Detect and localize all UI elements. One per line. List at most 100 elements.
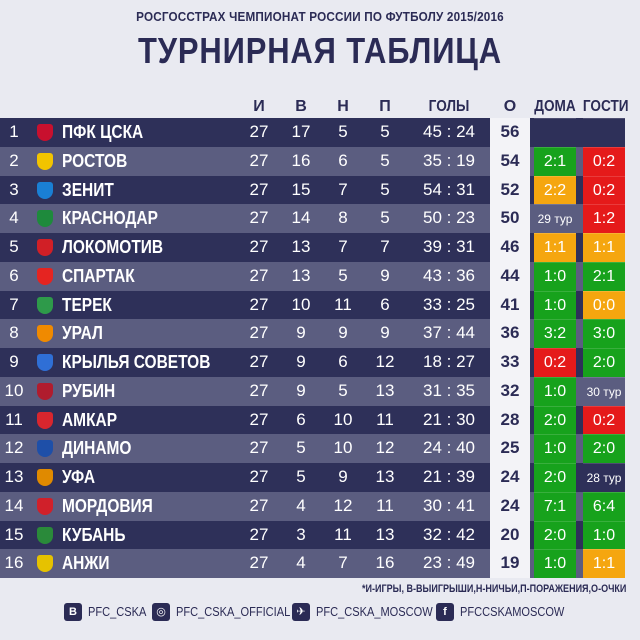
table-row: АМКАР 11 27 6 10 11 21 : 30 28 2:0 0:2	[0, 405, 625, 435]
team-crest-icon	[34, 147, 56, 176]
losses-cell: 5	[380, 179, 390, 199]
points-cell: 50	[490, 204, 530, 233]
twitter-link[interactable]: ✈ PFC_CSKA_MOSCOW	[292, 600, 453, 622]
goals-cell: 54 : 31	[423, 179, 475, 199]
draws-cell: 5	[338, 265, 348, 285]
points-cell: 25	[490, 434, 530, 463]
vk-link[interactable]: B PFC_CSKA	[64, 600, 157, 622]
games-cell: 27	[249, 524, 269, 544]
team-name: МОРДОВИЯ	[62, 495, 153, 516]
wins-cell: 17	[291, 122, 311, 141]
losses-cell: 13	[375, 524, 395, 544]
team-crest-icon	[34, 262, 56, 291]
points-cell: 52	[490, 175, 530, 205]
away-result-cell	[583, 118, 625, 147]
draws-cell: 12	[333, 495, 353, 515]
goals-cell: 23 : 49	[423, 553, 475, 573]
team-crest-icon	[34, 521, 56, 550]
instagram-link[interactable]: ◎ PFC_CSKA_OFFICIAL	[152, 600, 310, 622]
games-cell: 27	[249, 237, 269, 256]
table-row: УРАЛ 8 27 9 9 9 37 : 44 36 3:2 3:0	[0, 319, 625, 348]
goals-cell: 32 : 42	[423, 524, 475, 544]
team-crest-icon	[34, 463, 56, 492]
points-cell: 36	[490, 319, 530, 348]
points-cell: 33	[490, 348, 530, 377]
team-crest-icon	[34, 176, 56, 205]
losses-cell: 5	[380, 208, 390, 228]
points-cell: 20	[490, 520, 530, 550]
home-result-cell: 1:0	[534, 376, 576, 406]
goals-cell: 21 : 30	[423, 409, 475, 429]
team-name: ЗЕНИТ	[62, 179, 114, 200]
wins-cell: 5	[296, 438, 306, 458]
losses-cell: 9	[380, 323, 390, 343]
table-row: СПАРТАК 6 27 13 5 9 43 : 36 44 1:0 2:1	[0, 261, 625, 291]
position-cell: 3	[9, 179, 19, 199]
draws-cell: 5	[338, 122, 348, 141]
points-cell: 19	[490, 549, 530, 578]
position-cell: 5	[9, 237, 19, 256]
points-cell: 24	[490, 491, 530, 521]
wins-cell: 4	[296, 495, 306, 515]
draws-cell: 7	[338, 237, 348, 256]
team-crest-icon	[34, 377, 56, 406]
home-result-cell: 2:0	[534, 405, 576, 435]
social-footer: B PFC_CSKA ◎ PFC_CSKA_OFFICIAL ✈ PFC_CSKA_M…	[0, 600, 640, 622]
team-name: УФА	[62, 467, 96, 487]
position-cell: 6	[9, 265, 19, 285]
facebook-icon: f	[436, 602, 454, 621]
draws-cell: 7	[338, 179, 348, 199]
home-result-cell: 2:0	[534, 520, 576, 550]
wins-cell: 5	[296, 467, 306, 486]
team-crest-icon	[34, 204, 56, 233]
goals-cell: 31 : 35	[423, 380, 475, 400]
col-header-draws: Н	[337, 98, 349, 115]
away-result-cell: 6:4	[583, 491, 625, 521]
table-row: ЛОКОМОТИВ 5 27 13 7 7 39 : 31 46 1:1 1:1	[0, 233, 625, 262]
away-result-cell: 30 тур	[583, 376, 625, 406]
table-row: ДИНАМО 12 27 5 10 12 24 : 40 25 1:0 2:0	[0, 434, 625, 463]
away-result-cell: 1:1	[583, 233, 625, 262]
wins-cell: 14	[291, 208, 311, 228]
team-crest-icon	[34, 319, 56, 348]
table-row: КРАСНОДАР 4 27 14 8 5 50 : 23 50 29 тур 1:2	[0, 204, 625, 233]
col-header-points: О	[503, 98, 517, 115]
home-result-cell: 7:1	[534, 491, 576, 521]
games-cell: 27	[249, 323, 269, 343]
draws-cell: 10	[333, 438, 353, 458]
position-cell: 10	[4, 380, 24, 400]
position-cell: 14	[4, 495, 24, 515]
position-cell: 16	[4, 553, 24, 573]
losses-cell: 7	[380, 237, 390, 256]
goals-cell: 39 : 31	[423, 237, 475, 256]
table-row: КУБАНЬ 15 27 3 11 13 32 : 42 20 2:0 1:0	[0, 520, 625, 550]
games-cell: 27	[249, 352, 269, 371]
points-cell: 44	[490, 261, 530, 291]
position-cell: 8	[9, 323, 19, 343]
goals-cell: 37 : 44	[423, 323, 475, 343]
wins-cell: 13	[291, 265, 311, 285]
points-cell: 54	[490, 146, 530, 176]
losses-cell: 12	[375, 352, 395, 371]
wins-cell: 4	[296, 553, 306, 573]
table-row: ТЕРЕК 7 27 10 11 6 33 : 25 41 1:0 0:0	[0, 290, 625, 320]
team-crest-icon	[34, 291, 56, 320]
table-row: ПФК ЦСКА 1 27 17 5 5 45 : 24 56	[0, 118, 625, 147]
table-row: РУБИН 10 27 9 5 13 31 : 35 32 1:0 30 тур	[0, 376, 625, 406]
team-crest-icon	[34, 434, 56, 463]
table-row: МОРДОВИЯ 14 27 4 12 11 30 : 41 24 7:1 6:4	[0, 491, 625, 521]
draws-cell: 6	[338, 150, 348, 170]
home-result-cell: 2:1	[534, 146, 576, 176]
losses-cell: 11	[376, 409, 394, 429]
page-title: ТУРНИРНАЯ ТАБЛИЦА	[137, 30, 503, 71]
home-result-cell: 1:0	[534, 434, 576, 463]
position-cell: 2	[9, 150, 19, 170]
losses-cell: 5	[380, 122, 390, 141]
team-name: АНЖИ	[62, 553, 110, 574]
position-cell: 9	[9, 352, 19, 371]
col-header-away: ГОСТИ	[582, 98, 629, 115]
games-cell: 27	[249, 208, 269, 228]
points-cell: 41	[490, 290, 530, 320]
facebook-link[interactable]: f PFCCSKAMOSCOW	[436, 600, 583, 622]
team-name: СПАРТАК	[62, 265, 135, 286]
